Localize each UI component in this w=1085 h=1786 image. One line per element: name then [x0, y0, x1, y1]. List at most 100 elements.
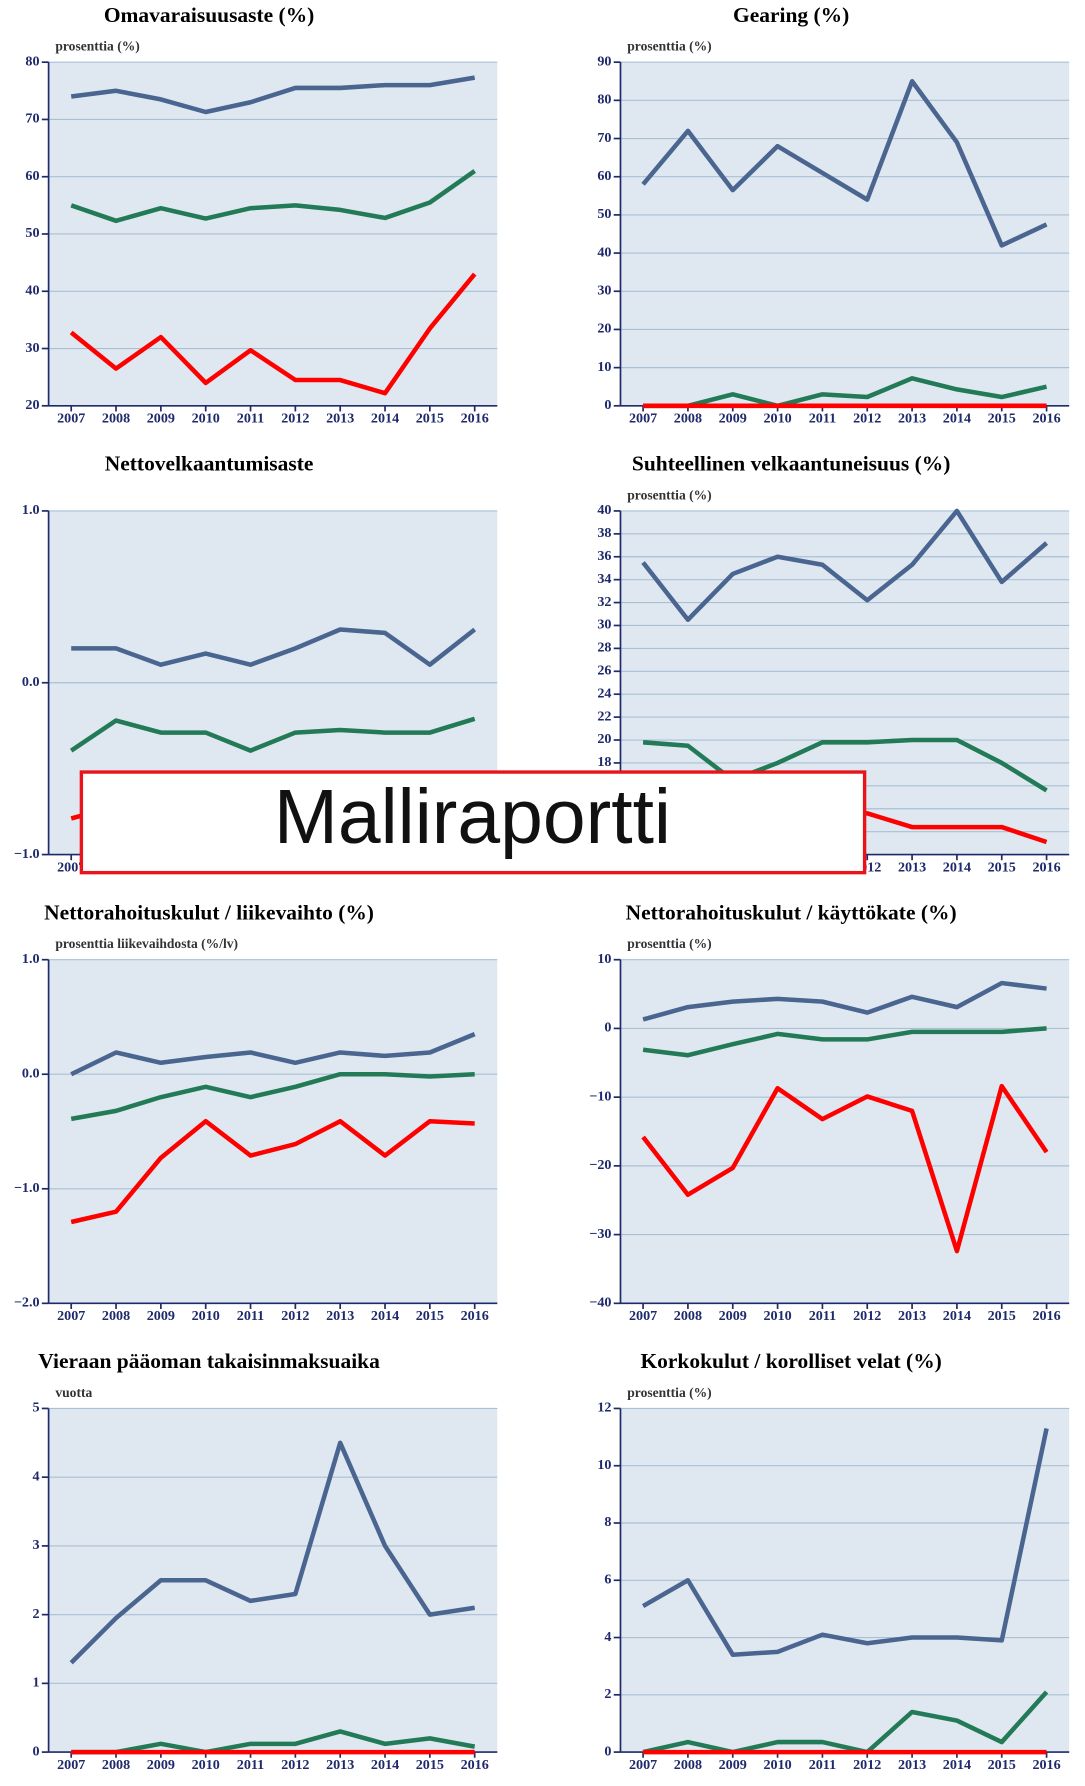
plot-background — [620, 959, 1070, 1304]
x-tick-label: 2009 — [719, 1308, 747, 1324]
chart-title: Korkokulut / korolliset velat (%) — [640, 1349, 941, 1373]
y-tick-label: 30 — [25, 340, 39, 356]
x-tick-label: 2010 — [192, 1308, 220, 1324]
y-tick-label: 20 — [597, 321, 611, 337]
chart-panel: Omavaraisuusaste (%) prosenttia (%) 20 30 40… — [25, 3, 498, 427]
y-tick-label: 20 — [597, 731, 611, 747]
y-tick-label: 80 — [25, 53, 39, 69]
x-tick-label: 2012 — [853, 1308, 881, 1324]
x-tick-label: 2011 — [809, 411, 836, 427]
y-axis-label: prosenttia (%) — [55, 39, 139, 55]
x-tick-label: 2009 — [147, 1757, 175, 1773]
x-tick-label: 2013 — [326, 1757, 354, 1773]
watermark-text: Malliraportti — [274, 774, 671, 860]
y-tick-label: 36 — [597, 548, 611, 564]
chart-panel: Nettorahoituskulut / liikevaihto (%) pros… — [14, 900, 498, 1324]
y-tick-label: 4 — [32, 1468, 39, 1484]
y-tick-label: 50 — [597, 206, 611, 222]
y-tick-label: 70 — [25, 111, 39, 127]
y-tick-label: −30 — [589, 1226, 611, 1242]
x-tick-label: 2007 — [57, 1757, 85, 1773]
y-tick-label: 32 — [597, 594, 611, 610]
x-tick-label: 2009 — [719, 411, 747, 427]
chart-title: Nettovelkaantumisaste — [105, 452, 314, 476]
plot-background — [48, 959, 498, 1304]
x-tick-label: 2012 — [281, 1757, 309, 1773]
y-tick-label: 1.0 — [22, 502, 40, 518]
chart-title: Gearing (%) — [733, 3, 849, 27]
y-tick-label: 50 — [25, 225, 39, 241]
y-tick-label: 40 — [597, 244, 611, 260]
x-tick-label: 2007 — [629, 1757, 657, 1773]
x-tick-label: 2016 — [461, 1308, 489, 1324]
chart-panel: Korkokulut / korolliset velat (%) prosent… — [597, 1349, 1070, 1773]
x-tick-label: 2011 — [809, 1308, 836, 1324]
chart-panel: Gearing (%) prosenttia (%) 0 10 20 30 40 50 60 70… — [597, 3, 1070, 427]
data-line — [71, 1729, 476, 1755]
y-tick-label: 2 — [604, 1686, 611, 1702]
x-tick-label: 2014 — [371, 411, 399, 427]
x-tick-label: 2013 — [898, 1757, 926, 1773]
chart-panel: Nettorahoituskulut / käyttökate (%) prose… — [589, 900, 1070, 1324]
chart-title: Nettorahoituskulut / käyttökate (%) — [626, 900, 957, 924]
x-tick-label: 2013 — [898, 1308, 926, 1324]
y-tick-label: 0.0 — [22, 1065, 40, 1081]
plot-background — [48, 1408, 498, 1753]
y-tick-label: 3 — [32, 1537, 39, 1553]
data-line — [71, 627, 477, 667]
y-tick-label: 30 — [597, 617, 611, 633]
y-tick-label: 60 — [25, 168, 39, 184]
x-tick-label: 2015 — [416, 1308, 444, 1324]
x-tick-label: 2008 — [102, 1757, 130, 1773]
chart-title: Omavaraisuusaste (%) — [104, 3, 314, 27]
y-tick-label: 38 — [597, 525, 611, 541]
x-tick-label: 2008 — [102, 1308, 130, 1324]
y-axis-label: prosenttia liikevaihdosta (%/lv) — [55, 936, 238, 952]
x-tick-label: 2008 — [102, 411, 130, 427]
x-tick-label: 2012 — [281, 1308, 309, 1324]
y-tick-label: 0.0 — [22, 674, 40, 690]
y-tick-label: 26 — [597, 663, 611, 679]
x-tick-label: 2009 — [147, 411, 175, 427]
y-axis-label: prosenttia (%) — [627, 39, 711, 55]
y-tick-label: 40 — [597, 502, 611, 518]
data-line — [70, 1071, 475, 1122]
y-tick-label: 10 — [597, 359, 611, 375]
data-line — [70, 1032, 476, 1077]
y-tick-label: 30 — [597, 282, 611, 298]
data-line — [641, 1428, 1049, 1657]
x-tick-label: 2015 — [988, 411, 1016, 427]
x-tick-label: 2007 — [57, 859, 85, 875]
y-axis-label: vuotta — [55, 1385, 92, 1400]
y-axis-label: prosenttia (%) — [627, 936, 711, 952]
data-line — [70, 1118, 475, 1225]
y-tick-label: 0 — [604, 397, 611, 413]
y-tick-label: −20 — [589, 1157, 611, 1173]
data-line — [69, 716, 476, 753]
x-tick-label: 2012 — [853, 411, 881, 427]
data-line — [641, 1083, 1049, 1254]
y-tick-label: 80 — [597, 92, 611, 108]
x-tick-label: 2014 — [371, 1308, 399, 1324]
x-tick-label: 2015 — [988, 859, 1016, 875]
y-tick-label: 60 — [597, 168, 611, 184]
y-tick-label: 28 — [597, 640, 611, 656]
x-tick-label: 2015 — [988, 1308, 1016, 1324]
x-tick-label: 2011 — [237, 411, 264, 427]
x-tick-label: 2007 — [629, 411, 657, 427]
chart-title: Nettorahoituskulut / liikevaihto (%) — [44, 900, 374, 924]
data-line — [70, 75, 476, 115]
y-tick-label: 10 — [597, 1457, 611, 1473]
x-tick-label: 2009 — [147, 1308, 175, 1324]
x-tick-label: 2007 — [57, 411, 85, 427]
y-tick-label: 34 — [597, 571, 611, 587]
data-line — [69, 1440, 476, 1665]
y-tick-label: 6 — [604, 1572, 611, 1588]
x-tick-label: 2014 — [943, 411, 971, 427]
chart-panel: Vieraan pääoman takaisinmaksuaika vuotta 0… — [32, 1349, 498, 1773]
x-tick-label: 2013 — [326, 1308, 354, 1324]
x-tick-label: 2016 — [1032, 859, 1060, 875]
y-tick-label: −10 — [589, 1088, 611, 1104]
data-line — [642, 1026, 1047, 1058]
y-axis-label: prosenttia (%) — [627, 1385, 711, 1401]
